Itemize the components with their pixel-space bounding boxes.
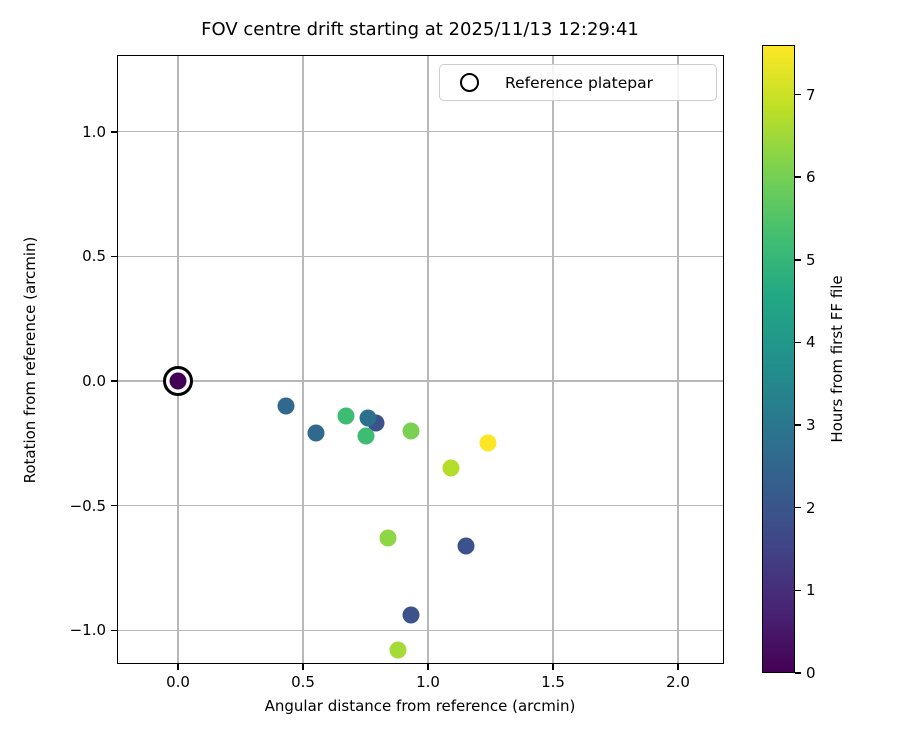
gridline-horizontal [117, 629, 724, 631]
reference-platepar-circle-icon [460, 73, 479, 92]
colorbar-tick [795, 424, 801, 426]
x-tick-label: 2.0 [666, 673, 690, 691]
x-tick-label: 1.0 [416, 673, 440, 691]
y-tick-label: 1.0 [82, 122, 106, 141]
y-tick-label: −1.0 [69, 621, 106, 640]
scatter-point [379, 529, 397, 547]
colorbar-tick [795, 672, 801, 674]
colorbar-tick-label: 0 [806, 664, 816, 682]
reference-platepar-marker [163, 366, 193, 397]
colorbar-tick [795, 589, 801, 592]
colorbar-tick-label: 3 [806, 416, 816, 435]
colorbar-tick-label: 2 [806, 498, 816, 517]
x-tick-label: 0.5 [291, 673, 315, 691]
colorbar-tick-label: 1 [806, 581, 816, 600]
gridline-horizontal [117, 505, 724, 507]
scatter-point [277, 397, 294, 415]
colorbar-tick [795, 93, 801, 96]
y-axis-tick [111, 629, 117, 632]
colorbar-tick [795, 176, 801, 178]
plot-area: Reference platepar [117, 55, 724, 664]
gridline-vertical [552, 55, 554, 664]
y-axis-tick [111, 380, 117, 382]
gridline-vertical [177, 55, 179, 664]
chart-title: FOV centre drift starting at 2025/11/13 … [201, 19, 639, 40]
scatter-point [357, 427, 374, 445]
scatter-point [402, 606, 419, 624]
y-axis-label: Rotation from reference (arcmin) [21, 236, 39, 484]
scatter-point [457, 537, 474, 555]
scatter-point [169, 372, 187, 390]
colorbar-tick-label: 4 [806, 333, 816, 352]
x-axis-label: Angular distance from reference (arcmin) [264, 697, 576, 715]
y-tick-label: −0.5 [69, 496, 106, 515]
y-tick-label: 0.0 [82, 372, 106, 391]
x-axis-tick [302, 664, 304, 670]
colorbar-tick-label: 6 [806, 168, 816, 187]
colorbar-tick [795, 259, 801, 261]
gridline-vertical [302, 55, 304, 664]
colorbar-tick [795, 506, 801, 509]
x-axis-tick [552, 664, 554, 670]
gridline-horizontal [117, 380, 724, 382]
colorbar-tick-label: 5 [806, 250, 816, 269]
x-axis-tick [677, 664, 679, 670]
gridline-horizontal [117, 131, 724, 133]
gridline-vertical [677, 55, 679, 664]
scatter-point [389, 641, 407, 659]
scatter-point [479, 434, 497, 452]
y-axis-tick [111, 255, 117, 258]
gridline-horizontal [117, 255, 724, 258]
y-axis-tick [111, 504, 117, 507]
x-tick-label: 0.0 [166, 673, 190, 691]
x-axis-tick [427, 664, 429, 670]
legend: Reference platepar [439, 64, 717, 101]
scatter-point [337, 407, 354, 425]
x-tick-label: 1.5 [541, 673, 565, 691]
colorbar-tick [795, 341, 801, 344]
legend-label: Reference platepar [505, 73, 653, 92]
colorbar-label: Hours from first FF file [828, 275, 846, 443]
x-axis-tick [177, 664, 179, 670]
colorbar-tick-label: 7 [806, 85, 816, 104]
gridline-vertical [427, 55, 429, 664]
scatter-point [307, 424, 324, 442]
axes-spines [117, 55, 724, 664]
scatter-point [442, 459, 459, 477]
scatter-point [402, 422, 419, 440]
scatter-point [359, 409, 377, 427]
y-tick-label: 0.5 [82, 247, 106, 266]
colorbar [762, 45, 795, 673]
y-axis-tick [111, 131, 117, 133]
